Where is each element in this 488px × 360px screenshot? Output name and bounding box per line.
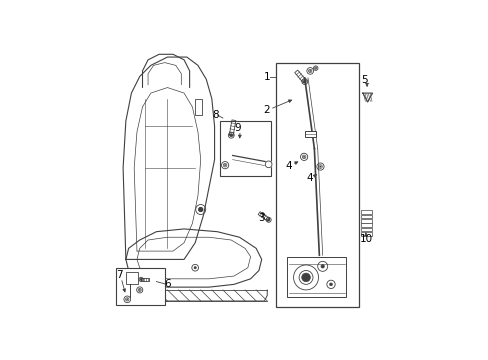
Circle shape [138,278,141,280]
Circle shape [303,275,307,280]
Circle shape [126,299,128,300]
Bar [361,228,371,231]
Circle shape [329,283,332,286]
Circle shape [229,134,232,137]
Text: 9: 9 [234,123,241,133]
Circle shape [303,80,305,83]
Text: 1: 1 [263,72,269,82]
Bar [361,210,371,214]
Circle shape [194,266,196,269]
Text: 3: 3 [257,213,264,223]
Text: 5: 5 [361,75,367,85]
Bar [195,99,202,115]
Bar [275,63,358,307]
Circle shape [265,161,271,168]
Text: 4: 4 [285,161,292,171]
Text: 8: 8 [211,110,218,120]
Circle shape [139,289,140,291]
Bar [361,219,371,222]
Bar [116,268,164,305]
Circle shape [224,165,225,166]
Circle shape [309,70,310,72]
Text: 6: 6 [164,279,170,289]
Bar [125,272,138,284]
Bar [361,215,371,218]
Circle shape [303,275,308,280]
Bar [361,232,371,236]
Bar [220,121,271,176]
Circle shape [319,166,321,167]
Text: 10: 10 [359,234,372,244]
Bar [286,257,346,297]
Circle shape [198,207,203,212]
Text: 7: 7 [115,270,122,280]
Text: 4: 4 [305,174,312,184]
Circle shape [315,68,316,69]
Bar [361,223,371,227]
Circle shape [303,156,304,158]
Circle shape [140,278,142,280]
Bar [304,131,315,138]
Polygon shape [362,93,372,102]
Text: 2: 2 [263,105,269,115]
Circle shape [199,208,202,211]
Circle shape [320,265,324,268]
Circle shape [301,273,310,282]
Circle shape [267,219,269,221]
